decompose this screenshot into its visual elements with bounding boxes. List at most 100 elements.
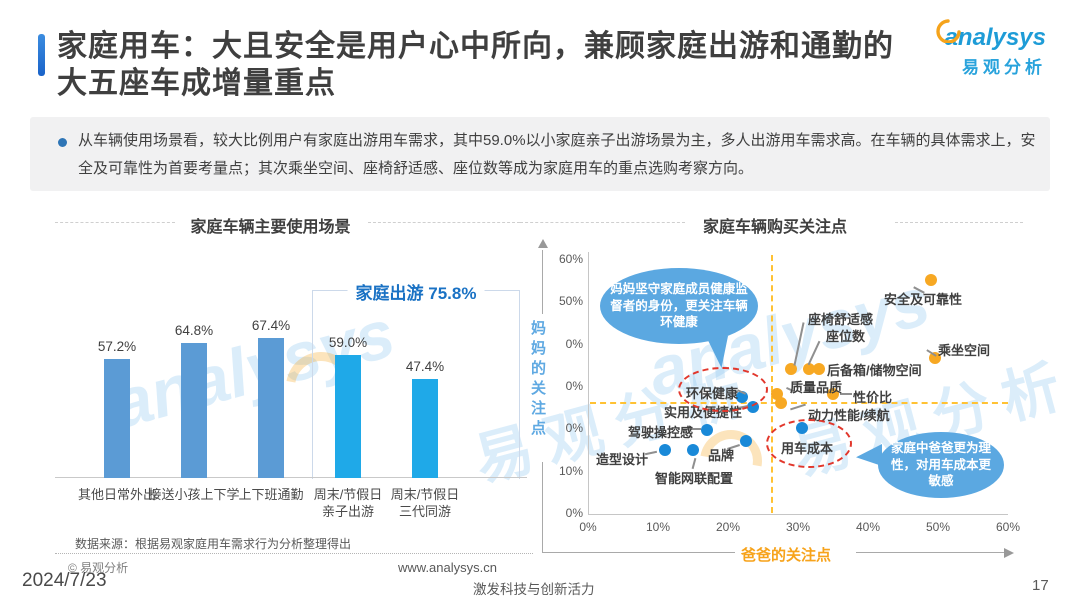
x-axis-arrow-icon [1004,548,1014,558]
scatter-label-value-for-money: 性价比 [853,390,893,405]
bar-segment [335,355,361,478]
page-title-line1: 家庭用车：大且安全是用户心中所向，兼顾家庭出游和通勤的 [57,30,894,63]
page-number: 17 [1032,577,1049,594]
bar-value-label: 59.0% [328,335,368,350]
y-axis-tick: 0% [565,336,583,351]
bar-chart: 57.2% 64.8% 67.4% 59.0% 47.4% [55,280,527,478]
logo-cn-text: 易观分析 [962,58,1046,77]
scatter-label-trunk-storage: 后备箱/储物空间 [827,363,922,378]
x-axis-label: 爸爸的关注点 [741,547,832,564]
scatter-point [925,274,937,287]
scatter-point [687,443,699,456]
bar-category-label: 周末/节假日 三代同游 [390,487,460,519]
quadrant-line-horizontal [590,402,1008,404]
y-axis-decor-line [542,462,543,553]
scatter-label-safety-reliability: 安全及可靠性 [884,292,963,307]
scatter-label-cabin-space: 乘坐空间 [938,343,991,358]
scatter-point [774,396,787,409]
bar-category-label: 其他日常外出 [77,487,156,502]
y-axis-tick: 0% [565,505,583,520]
title-accent-bar [38,34,45,76]
analysys-logo: analysys 易观分析 [935,19,1046,78]
data-source-note: 数据来源：根据易观家庭用车需求行为分析整理得出 [75,537,352,551]
x-axis-tick: 10% [645,520,671,534]
scatter-point [739,435,752,448]
scatter-point [659,443,671,456]
title-dash [520,222,685,223]
scatter-point [785,363,797,376]
y-axis-tick: 0% [565,421,583,436]
scatter-point [813,363,825,376]
scatter-label-power-range: 动力性能/续航 [808,408,890,423]
website-text: www.analysys.cn [398,560,497,575]
scatter-point [827,388,839,401]
copyright-text: © 易观分析 [68,561,129,575]
bar-segment [258,338,284,478]
y-axis-decor-line [542,250,543,314]
scatter-point [928,352,941,365]
bar-category-label: 周末/节假日 亲子出游 [313,487,383,519]
scatter-label-seat-count: 座位数 [826,329,866,344]
bar-chart-title: 家庭车辆主要使用场景 [190,219,351,236]
leader-line [689,428,701,430]
x-axis-tick: 50% [925,520,951,534]
annotation-bubble-mom: 妈妈坚守家庭成员健康监督者的身份，更关注车辆环健康 [600,268,758,344]
family-trip-bracket: 家庭出游 75.8% [312,279,520,479]
bar-category-label: 接送小孩上下学 [148,487,240,502]
scatter-point [701,424,713,437]
y-axis-tick: 10% [558,463,583,478]
x-axis-decor-line [543,552,735,553]
x-axis-tick: 30% [785,520,811,534]
y-axis-tick: 60% [558,252,583,266]
bar-category-label: 上下班通勤 [238,487,304,502]
x-axis-tick: 0% [579,520,597,534]
bar-value-label: 47.4% [405,359,445,374]
annotation-bubble-dad-text: 家庭中爸爸更为理性，对用车成本更敏感 [890,440,991,489]
y-axis-tick: 50% [558,294,583,309]
summary-box: 从车辆使用场景看，较大比例用户有家庭出游用车需求，其中59.0%以小家庭亲子出游… [30,117,1050,191]
y-axis-arrow-icon [538,239,548,248]
y-axis-label: 妈妈的关注点 [529,320,546,440]
leader-line [840,393,852,395]
title-dash [895,222,1023,223]
scatter-label-smart-connectivity: 智能网联配置 [655,471,734,486]
x-axis-tick: 60% [995,520,1021,534]
x-axis-tick: 20% [715,520,741,534]
scatter-label-driving-control: 驾驶操控感 [628,425,694,440]
y-axis-line [588,252,589,514]
title-dash [368,222,520,223]
scatter-chart-title: 家庭车辆购买关注点 [702,219,847,236]
bar-value-label: 64.8% [174,323,214,338]
bar-segment [181,343,207,478]
quadrant-line-vertical [771,255,773,513]
y-axis-tick: 0% [565,378,583,393]
logo-swoosh-icon [935,19,961,43]
logo-wordmark: analysys [935,19,1046,52]
title-dash [55,222,175,223]
page-title-line2: 大五座车成增量重点 [57,67,336,100]
date-text: 2024/7/23 [22,570,107,591]
highlight-ellipse-eco-health [678,367,768,412]
scatter-point [802,363,815,376]
annotation-bubble-mom-text: 妈妈坚守家庭成员健康监督者的身份，更关注车辆环健康 [610,281,748,330]
scatter-label-styling-design: 造型设计 [596,452,649,467]
bracket-label: 家庭出游 75.8% [347,279,485,304]
x-axis-line [588,514,1008,515]
bar-segment [412,379,438,478]
bullet-icon [58,138,67,147]
x-axis-tick: 40% [855,520,881,534]
page-title: 家庭用车：大且安全是用户心中所向，兼顾家庭出游和通勤的 大五座车成增量重点 [57,28,894,102]
scatter-label-quality: 质量品质 [790,380,843,395]
footer-divider [55,553,533,554]
scatter-label-brand: 品牌 [708,448,735,463]
bar-chart-baseline [55,477,527,478]
highlight-ellipse-usage-cost [766,419,852,468]
bar-value-label: 67.4% [251,318,291,333]
scatter-label-seat-comfort: 座椅舒适感 [808,312,874,327]
summary-text: 从车辆使用场景看，较大比例用户有家庭出游用车需求，其中59.0%以小家庭亲子出游… [78,132,1036,177]
bar-value-label: 57.2% [97,339,137,354]
x-axis-decor-line [856,552,1004,553]
annotation-bubble-dad: 家庭中爸爸更为理性，对用车成本更敏感 [878,432,1004,498]
bar-segment [104,359,130,478]
